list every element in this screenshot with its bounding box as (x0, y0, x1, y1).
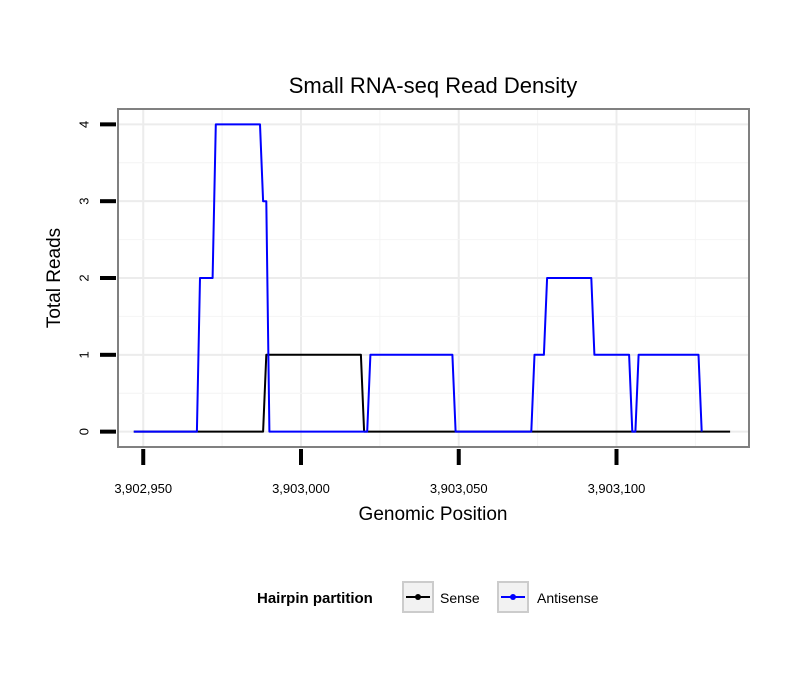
x-tick-label-0: 3,902,950 (114, 481, 172, 496)
y-tick-label-3: 3 (76, 198, 91, 205)
legend-title: Hairpin partition (257, 590, 373, 607)
x-tick-label-3: 3,903,100 (588, 481, 646, 496)
y-tick-label-0: 0 (76, 428, 91, 435)
legend-point-antisense (510, 594, 516, 600)
axes: 3,902,950 3,903,000 3,903,050 3,903,100 0 1 2 3… (76, 121, 645, 496)
series-line-antisense (133, 123, 703, 433)
x-tick-label-2: 3,903,050 (430, 481, 488, 496)
y-tick-label-1: 1 (76, 351, 91, 358)
x-axis-title: Genomic Position (359, 504, 508, 525)
legend-label-antisense: Antisense (537, 590, 599, 606)
legend: Hairpin partition Sense Antisense (257, 581, 599, 613)
y-tick-label-4: 4 (76, 121, 91, 128)
legend-label-sense: Sense (440, 590, 480, 606)
x-tick-label-1: 3,903,000 (272, 481, 330, 496)
series-line-sense (133, 353, 731, 433)
y-axis-title: Total Reads (44, 228, 65, 328)
series-layer (133, 123, 731, 433)
legend-point-sense (415, 594, 421, 600)
y-tick-label-2: 2 (76, 274, 91, 281)
panel-border (117, 108, 750, 448)
chart-title: Small RNA-seq Read Density (289, 73, 578, 98)
